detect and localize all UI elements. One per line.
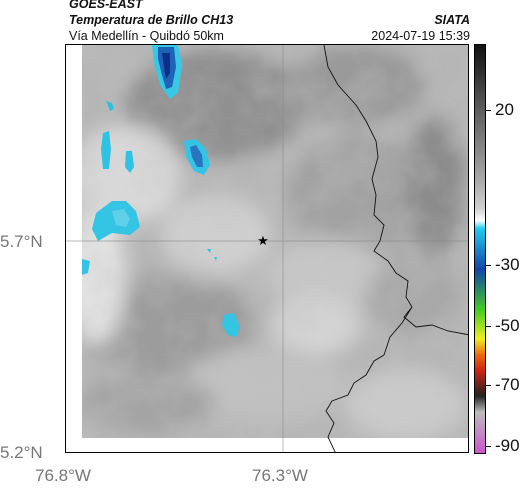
gridlines: [66, 45, 468, 452]
colorbar-label-20: 20: [495, 100, 514, 119]
border-line: [323, 45, 468, 452]
lat-label-5-7: 5.7°N: [0, 232, 43, 251]
region-subtitle: Vía Medellín - Quibdó 50km: [69, 29, 224, 43]
colorbar: [474, 44, 486, 454]
colorbar-tick: [486, 326, 491, 327]
cold-cloud-tops: [82, 45, 240, 337]
colorbar-label-minus-50: -50: [495, 316, 520, 335]
product-title: Temperatura de Brillo CH13: [69, 13, 234, 27]
map-panel: ★: [65, 44, 469, 453]
colorbar-label-minus-30: -30: [495, 255, 520, 274]
colorbar-label-minus-90: -90: [495, 436, 520, 455]
lat-label-5-2: 5.2°N: [0, 443, 43, 462]
colorbar-label-minus-70: -70: [495, 375, 520, 394]
map-svg: ★: [66, 45, 468, 452]
lon-label-76-8: 76.8°W: [35, 466, 91, 485]
colorbar-tick: [486, 110, 491, 111]
timestamp: 2024-07-19 15:39: [371, 29, 470, 43]
satellite-name: GOES-EAST: [69, 0, 143, 11]
colorbar-tick: [486, 265, 491, 266]
colorbar-tick: [486, 446, 491, 447]
org-name: SIATA: [434, 13, 470, 27]
star-icon: ★: [257, 234, 269, 249]
colorbar-tick: [486, 385, 491, 386]
lon-label-76-3: 76.3°W: [252, 466, 308, 485]
